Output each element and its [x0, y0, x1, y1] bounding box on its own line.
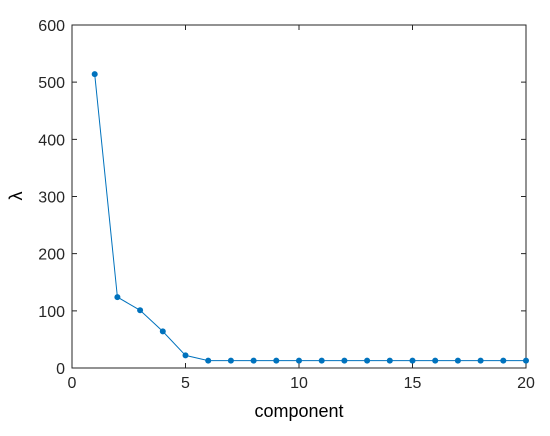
data-point — [386, 357, 393, 364]
x-tick-label: 5 — [181, 375, 190, 392]
y-tick-label: 500 — [38, 75, 65, 92]
data-point — [227, 357, 234, 364]
y-tick-label: 0 — [56, 361, 65, 378]
data-point — [432, 357, 439, 364]
data-point — [114, 294, 121, 301]
data-point — [477, 357, 484, 364]
data-point — [205, 357, 212, 364]
data-point — [182, 352, 189, 359]
series-line — [94, 74, 526, 362]
data-point — [409, 357, 416, 364]
y-tick-label: 200 — [38, 247, 65, 264]
x-tick-label: 15 — [404, 375, 422, 392]
y-tick-label: 300 — [38, 190, 65, 207]
y-tick-label: 100 — [38, 304, 65, 321]
data-point — [341, 357, 348, 364]
data-point — [523, 357, 529, 364]
y-tick-label: 400 — [38, 132, 65, 149]
data-point — [91, 71, 98, 78]
plot-area — [71, 24, 527, 369]
data-point — [318, 357, 325, 364]
data-point — [500, 357, 507, 364]
data-point — [296, 357, 302, 364]
data-point — [454, 357, 461, 364]
data-point — [273, 357, 280, 364]
x-tick-label: 0 — [68, 375, 77, 392]
x-tick-label: 10 — [290, 375, 308, 392]
data-point — [159, 328, 166, 335]
y-axis-label: λ — [6, 192, 26, 201]
data-point — [364, 357, 371, 364]
x-axis-label: component — [254, 401, 343, 421]
data-point — [250, 357, 257, 364]
x-tick-label: 20 — [517, 375, 535, 392]
y-tick-label: 600 — [38, 18, 65, 35]
data-point — [137, 307, 144, 314]
